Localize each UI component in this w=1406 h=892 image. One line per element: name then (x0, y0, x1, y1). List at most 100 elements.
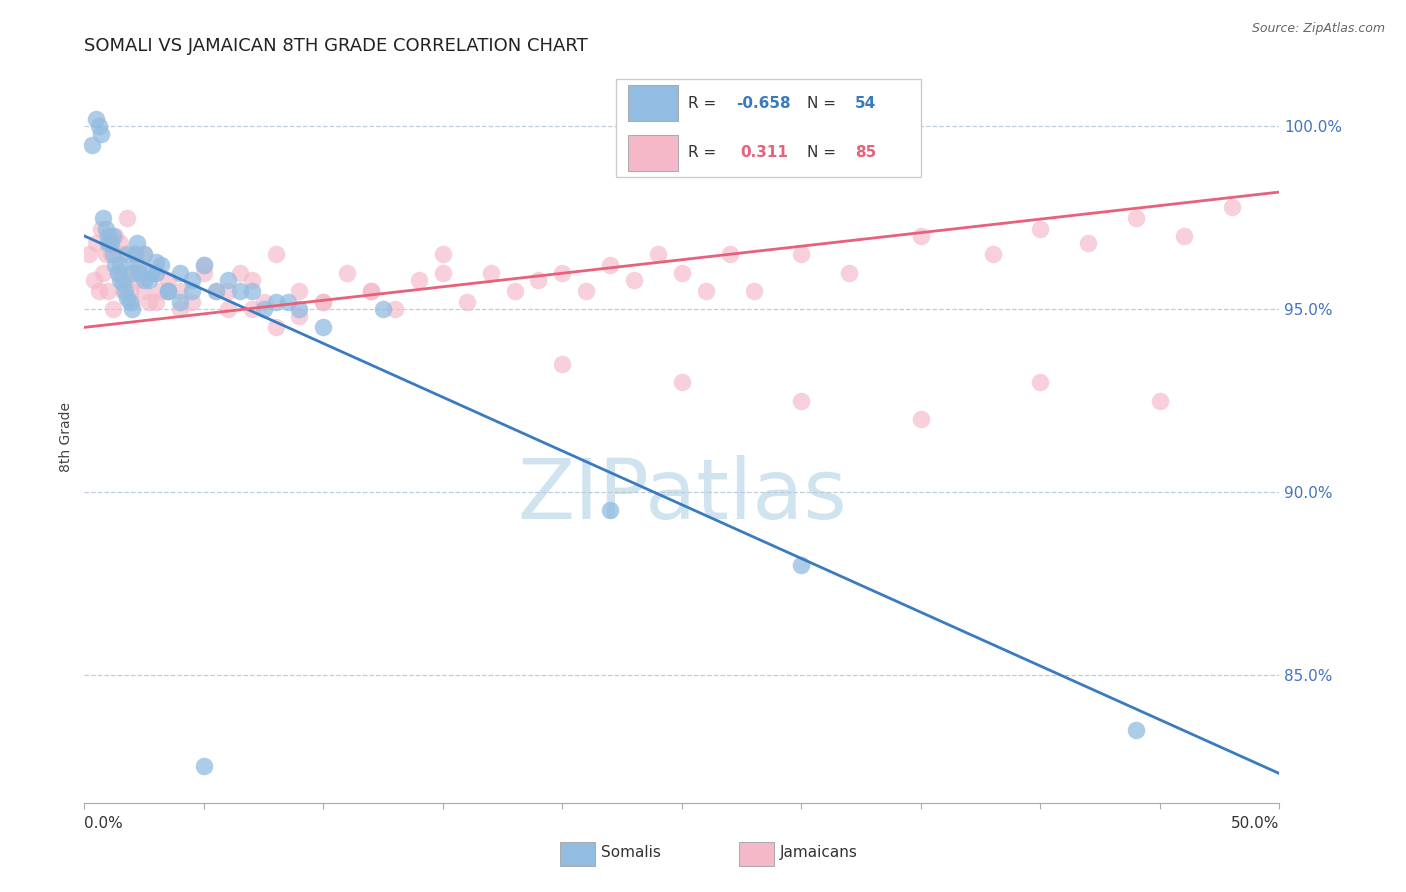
Point (101, 302, 124, 317)
Point (101, 229, 124, 244)
Point (671, 376, 693, 390)
Y-axis label: 8th Grade: 8th Grade (59, 402, 73, 472)
Point (145, 266, 167, 280)
Point (742, 284, 765, 298)
Point (503, 284, 526, 298)
Text: Somalis: Somalis (600, 845, 661, 860)
Point (277, 294, 299, 309)
Point (599, 258, 621, 272)
Point (1029, 221, 1052, 235)
Point (157, 284, 180, 298)
Point (104, 229, 127, 244)
Point (125, 236, 148, 251)
Point (910, 412, 932, 426)
Point (575, 284, 598, 298)
Point (718, 247, 741, 261)
Point (264, 247, 287, 261)
Point (479, 266, 502, 280)
Point (193, 759, 215, 773)
Point (94, 221, 117, 235)
Point (86, 112, 108, 126)
Point (125, 258, 148, 272)
Point (93, 211, 115, 225)
Text: 54: 54 (855, 95, 876, 111)
Point (312, 320, 335, 334)
Point (169, 302, 191, 317)
Point (288, 302, 311, 317)
FancyBboxPatch shape (616, 78, 921, 178)
Point (100, 247, 122, 261)
Point (1149, 393, 1171, 408)
Point (121, 294, 143, 309)
Point (93, 266, 115, 280)
Point (97, 236, 120, 251)
Point (240, 284, 263, 298)
Point (90, 221, 112, 235)
Point (288, 310, 311, 324)
Text: SOMALI VS JAMAICAN 8TH GRADE CORRELATION CHART: SOMALI VS JAMAICAN 8TH GRADE CORRELATION… (84, 37, 588, 54)
Point (205, 284, 228, 298)
Point (623, 273, 645, 287)
Text: 0.311: 0.311 (741, 145, 789, 161)
Point (107, 266, 129, 280)
Point (981, 247, 1004, 261)
Point (910, 229, 932, 244)
Point (1125, 723, 1147, 737)
Point (1173, 229, 1195, 244)
Point (149, 284, 172, 298)
Point (87, 284, 110, 298)
Point (217, 284, 239, 298)
Point (240, 273, 263, 287)
Point (111, 277, 134, 291)
Text: -0.658: -0.658 (735, 95, 790, 111)
Point (124, 247, 146, 261)
Point (790, 558, 813, 573)
Point (671, 266, 693, 280)
Point (217, 273, 239, 287)
Text: R =: R = (688, 95, 721, 111)
Point (181, 294, 204, 309)
Point (432, 247, 454, 261)
Text: Source: ZipAtlas.com: Source: ZipAtlas.com (1251, 22, 1385, 36)
Point (114, 284, 136, 298)
Point (100, 236, 122, 251)
Point (118, 294, 141, 309)
Point (193, 258, 215, 272)
Point (132, 273, 156, 287)
Point (253, 294, 276, 309)
Point (149, 258, 172, 272)
Point (360, 284, 382, 298)
Point (1077, 236, 1099, 251)
Point (114, 266, 136, 280)
Point (181, 273, 204, 287)
FancyBboxPatch shape (740, 841, 773, 866)
Point (145, 266, 167, 280)
Point (118, 284, 141, 298)
Point (77, 247, 100, 261)
Point (169, 266, 191, 280)
Point (193, 258, 215, 272)
Point (97, 284, 120, 298)
Point (87, 120, 110, 134)
Point (90, 127, 112, 141)
Point (138, 294, 160, 309)
Point (101, 247, 124, 261)
Point (647, 247, 669, 261)
Point (80, 137, 103, 152)
Point (229, 266, 252, 280)
Text: N =: N = (807, 95, 841, 111)
Point (181, 284, 204, 298)
Point (527, 273, 550, 287)
Point (336, 266, 359, 280)
Point (86, 236, 108, 251)
Point (128, 266, 150, 280)
Point (97, 229, 120, 244)
Point (157, 273, 180, 287)
Point (264, 294, 287, 309)
Point (111, 284, 134, 298)
Text: 0.0%: 0.0% (84, 815, 124, 830)
Point (97, 236, 120, 251)
Point (117, 247, 139, 261)
Point (253, 302, 276, 317)
Point (551, 266, 574, 280)
